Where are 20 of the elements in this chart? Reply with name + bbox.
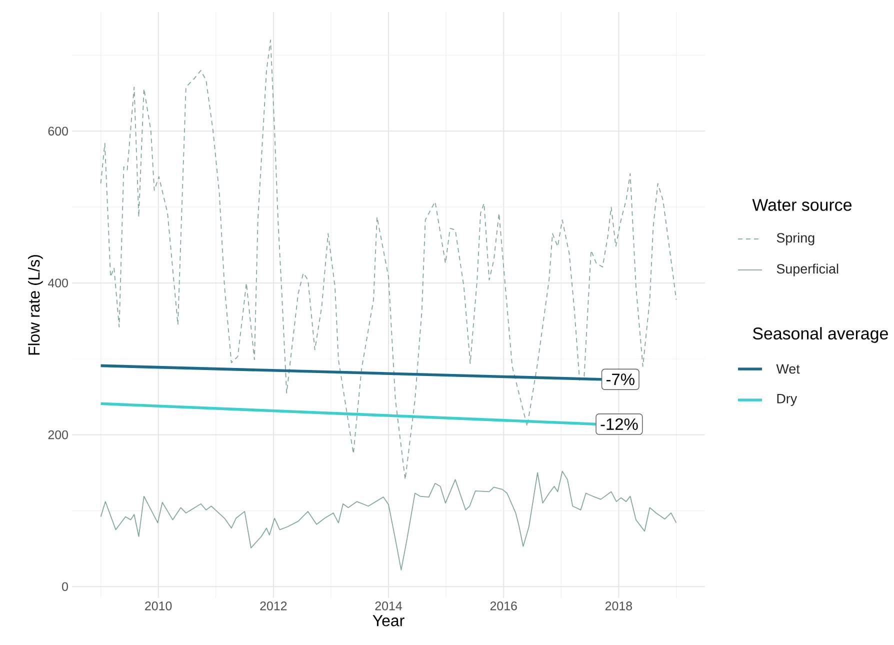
y-tick-label: 200 (48, 430, 68, 440)
y-tick-label: 0 (62, 582, 68, 592)
line-series (100, 470, 677, 570)
annotation: -12% (600, 418, 638, 430)
x-tick-label: 2018 (605, 602, 632, 610)
legend-title: Water source (752, 199, 852, 211)
x-axis-title: Year (372, 615, 404, 626)
y-axis-title: Flow rate (L/s) (28, 255, 43, 355)
y-tick-label: 600 (48, 126, 68, 136)
legend-label: Superficial (776, 264, 838, 276)
x-tick-label: 2010 (145, 602, 172, 610)
legend-label: Wet (776, 364, 800, 374)
y-tick-label: 400 (48, 278, 68, 288)
annotation: -7% (606, 374, 634, 386)
x-tick-label: 2012 (260, 602, 287, 610)
legend-label: Spring (776, 232, 814, 246)
x-tick-label: 2014 (375, 602, 402, 610)
x-tick-label: 2016 (490, 602, 517, 610)
text: Seasonal average (752, 327, 888, 343)
legend-label: Dry (777, 394, 798, 406)
